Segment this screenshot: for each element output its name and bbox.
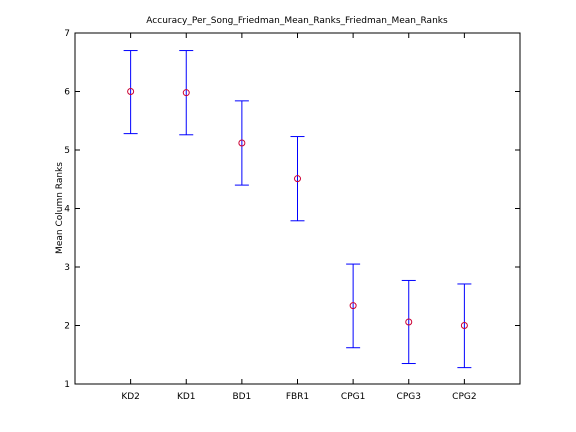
y-tick-label: 2 (64, 322, 70, 332)
data-point (238, 139, 246, 147)
y-tick-label: 7 (64, 29, 70, 39)
chart-title: Accuracy_Per_Song_Friedman_Mean_Ranks_Fr… (146, 16, 448, 26)
y-tick-label: 6 (64, 88, 70, 98)
y-tick-label: 4 (64, 205, 70, 215)
x-tick-label: FBR1 (286, 392, 309, 402)
x-tick-label: BD1 (232, 392, 251, 402)
x-tick-label: KD2 (121, 392, 140, 402)
data-point (294, 175, 301, 183)
x-tick-label: CPG1 (341, 392, 365, 402)
data-point (349, 302, 357, 310)
x-tick-label: CPG3 (397, 392, 421, 402)
x-tick-label: KD1 (177, 392, 196, 402)
data-point (405, 318, 413, 326)
data-point (182, 89, 190, 97)
y-tick-label: 3 (64, 263, 70, 273)
x-tick-label: CPG2 (452, 392, 476, 402)
y-tick-label: 5 (64, 146, 70, 156)
chart-marks: 1 2 3 4 5 6 7 KD2 KD1 BD1 FBR1 CPG1 CPG3 CPG2 (64, 29, 520, 402)
data-point (460, 322, 468, 329)
y-tick-label: 1 (64, 380, 70, 390)
y-axis-label: Mean Column Ranks (55, 162, 65, 254)
data-point (127, 88, 135, 95)
